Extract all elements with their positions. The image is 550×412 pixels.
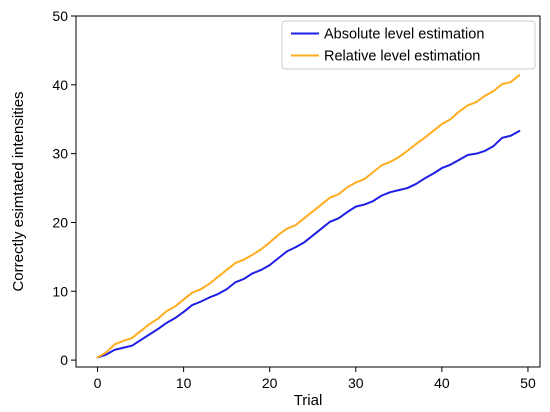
y-axis-ticks: 0 10 20 30 40 50 [52,8,76,368]
x-tick-label: 10 [176,375,192,391]
y-axis-label: Correctly esimtated intensities [10,91,27,291]
plot-frame [75,15,541,368]
legend-box [281,20,536,70]
series-lines [96,74,521,359]
x-tick-label: 20 [262,375,278,391]
y-tick-label: 40 [52,77,68,93]
y-tick-label: 10 [52,283,68,299]
x-axis-ticks: 0 10 20 30 40 50 [94,367,536,391]
x-tick-label: 0 [94,375,102,391]
legend-label-relative: Relative level estimation [324,49,480,65]
series-line-1 [96,74,521,359]
x-tick-label: 30 [348,375,364,391]
legend: Absolute level estimation Relative level… [281,20,536,70]
y-tick-label: 50 [52,8,68,24]
y-tick-label: 30 [52,146,68,162]
legend-label-absolute: Absolute level estimation [324,27,484,43]
y-tick-label: 20 [52,214,68,230]
x-tick-label: 50 [520,375,536,391]
series-line-0 [96,129,521,359]
x-axis-label: Trial [294,392,323,409]
y-tick-label: 0 [60,352,68,368]
x-tick-label: 40 [434,375,450,391]
